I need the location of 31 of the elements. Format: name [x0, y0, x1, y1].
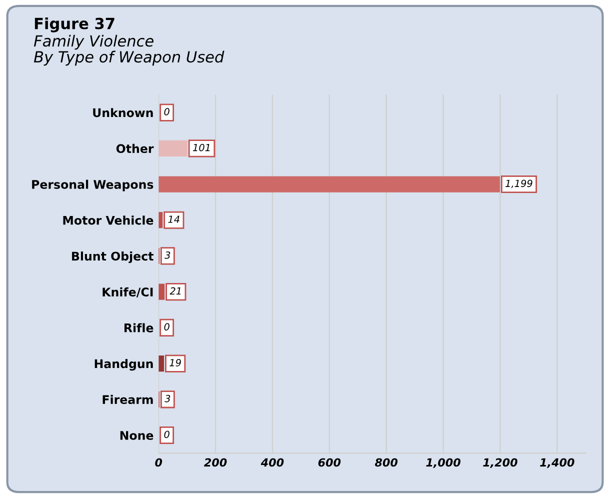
y-tick-label: Unknown: [93, 108, 153, 118]
data-label: 19: [170, 359, 181, 366]
data-label: 0: [164, 323, 170, 331]
x-tick-label: 600: [318, 458, 341, 467]
y-tick-label: Rifle: [124, 323, 154, 332]
y-tick-label: Motor Vehicle: [63, 216, 154, 225]
data-label: 0: [164, 108, 170, 116]
x-tick-label: 1,400: [540, 458, 574, 468]
data-label: 1,199: [506, 180, 532, 188]
x-tick-label: 0: [155, 458, 162, 467]
x-tick-label: 1,200: [483, 458, 518, 468]
data-label: 3: [164, 251, 170, 259]
y-tick-label: Personal Weapons: [32, 180, 154, 192]
y-tick-label: Knife/CI: [102, 287, 153, 298]
y-tick-label: Handgun: [94, 359, 153, 371]
data-label: 14: [168, 216, 180, 223]
data-label: 3: [164, 394, 170, 402]
y-tick-label: Firearm: [102, 394, 153, 404]
x-tick-label: 200: [204, 458, 227, 467]
x-tick-label: 400: [260, 458, 284, 467]
data-label: 101: [192, 144, 210, 152]
chart-subtitle: Family Violence By Type of Weapon Used: [34, 34, 224, 66]
y-tick-label: Blunt Object: [72, 251, 154, 264]
data-label: 21: [170, 287, 181, 295]
y-tick-label: Other: [116, 144, 154, 154]
bar: [158, 355, 164, 372]
y-tick-label: None: [120, 431, 154, 440]
data-label: 0: [164, 430, 170, 438]
chart-title: Figure 37: [34, 17, 114, 32]
x-tick-label: 1,000: [426, 458, 460, 468]
x-tick-label: 800: [374, 458, 398, 467]
